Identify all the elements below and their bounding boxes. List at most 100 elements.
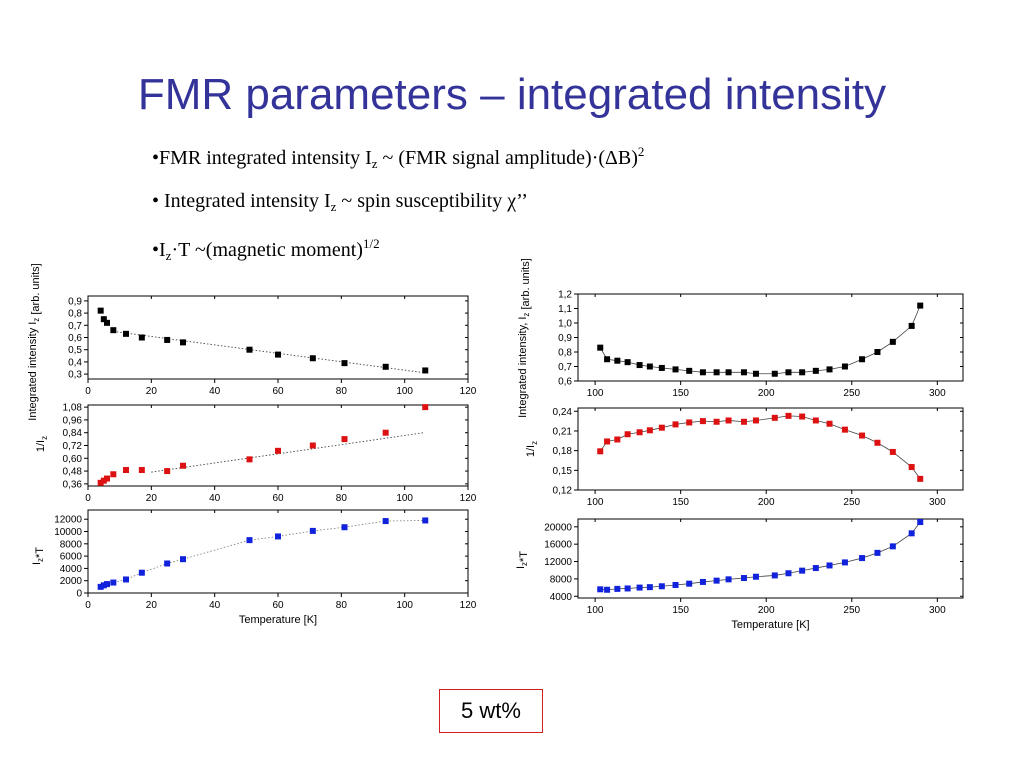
y-axis-label: Integrated intensity Iz [arb. units] (27, 263, 42, 420)
plot-frame (87, 404, 469, 487)
y-tick-label: 0,8 (558, 348, 572, 359)
y-tick-label: 0,9 (68, 296, 82, 307)
data-point (138, 334, 145, 341)
x-tick-label: 120 (460, 386, 477, 397)
data-point (686, 419, 693, 426)
data-point (874, 439, 881, 446)
data-point (100, 477, 107, 484)
x-tick-label: 200 (758, 388, 775, 399)
data-point (604, 356, 611, 363)
slide-title: FMR parameters – integrated intensity (137, 70, 887, 119)
data-point (110, 327, 117, 334)
data-point (180, 556, 186, 563)
plot-frame (577, 518, 964, 599)
data-point (658, 583, 665, 590)
bullet-superscript: 1/2 (362, 236, 380, 251)
data-point (597, 448, 604, 455)
data-point (799, 413, 806, 420)
data-point (889, 448, 896, 455)
data-point (275, 447, 281, 454)
y-tick-label: 16000 (544, 540, 572, 551)
x-tick-label: 300 (929, 605, 946, 616)
data-point (422, 367, 429, 374)
data-point (246, 537, 253, 544)
data-point (812, 565, 819, 572)
bullet-fmr-integrated-intensity: •FMR integrated intensity Iz ~ (FMR sign… (152, 145, 644, 170)
data-point (752, 370, 759, 377)
data-point (799, 369, 806, 376)
data-point (100, 582, 107, 589)
x-tick-label: 80 (336, 493, 348, 504)
x-axis-label: Temperature [K] (731, 619, 809, 631)
y-tick-label: 4000 (60, 564, 83, 575)
data-point (812, 367, 819, 374)
data-point (672, 421, 679, 428)
fit-line (113, 330, 426, 374)
y-tick-label: 12000 (54, 515, 82, 526)
x-tick-label: 250 (843, 497, 860, 508)
y-tick-label: 0,36 (63, 479, 83, 490)
data-point (382, 363, 389, 370)
data-point (917, 519, 924, 526)
data-point (138, 467, 145, 474)
data-point (309, 355, 316, 362)
data-point (826, 366, 833, 373)
bullet-superscript: 2 (637, 144, 645, 159)
y-tick-label: 6000 (60, 552, 83, 563)
data-point (636, 362, 643, 369)
data-point (725, 417, 732, 424)
data-point (713, 369, 720, 376)
series-line (599, 415, 921, 480)
x-tick-label: 300 (929, 388, 946, 399)
data-point (841, 363, 848, 370)
data-point (908, 464, 915, 471)
x-tick-label: 80 (336, 600, 348, 611)
x-tick-label: 100 (587, 605, 604, 616)
data-point (614, 436, 621, 443)
data-point (785, 570, 792, 577)
y-axis-label: Iz*T (31, 547, 46, 565)
bullet-text: •FMR integrated intensity I (152, 147, 372, 169)
x-tick-label: 250 (843, 388, 860, 399)
y-tick-label: 8000 (550, 574, 573, 585)
y-tick-label: 4000 (550, 592, 573, 603)
data-point (908, 322, 915, 329)
y-tick-label: 0,8 (68, 309, 82, 320)
x-tick-label: 150 (672, 388, 689, 399)
data-point (874, 349, 881, 355)
data-point (624, 359, 631, 366)
data-point (636, 429, 643, 436)
bullet-text: • Integrated intensity I (152, 190, 331, 212)
x-tick-label: 200 (758, 497, 775, 508)
data-point (859, 432, 866, 439)
plot-frame (577, 293, 964, 382)
sample-label-box: 5 wt% (439, 689, 543, 733)
data-point (785, 369, 792, 376)
x-tick-label: 20 (146, 493, 158, 504)
data-point (597, 586, 604, 593)
x-axis-label: Temperature [K] (239, 614, 317, 626)
data-point (826, 420, 833, 427)
data-point (104, 319, 110, 326)
data-point (699, 418, 706, 425)
x-tick-label: 40 (209, 386, 221, 397)
y-tick-label: 1,08 (63, 403, 83, 414)
data-point (624, 585, 631, 592)
data-point (874, 549, 881, 556)
data-point (164, 560, 171, 567)
y-axis-label: 1/Iz (35, 436, 49, 452)
data-point (614, 585, 621, 592)
data-point (646, 427, 653, 434)
bullet-text: ~ spin susceptibility χ’’ (336, 190, 528, 212)
data-point (841, 426, 848, 433)
x-tick-label: 100 (396, 600, 413, 611)
data-point (658, 424, 665, 431)
plot-frame (87, 295, 469, 380)
data-point (382, 429, 389, 436)
x-tick-label: 60 (272, 493, 284, 504)
data-point (309, 527, 316, 534)
y-tick-label: 0,72 (63, 441, 83, 452)
x-tick-label: 40 (209, 493, 221, 504)
data-point (740, 369, 747, 376)
data-point (889, 338, 896, 345)
